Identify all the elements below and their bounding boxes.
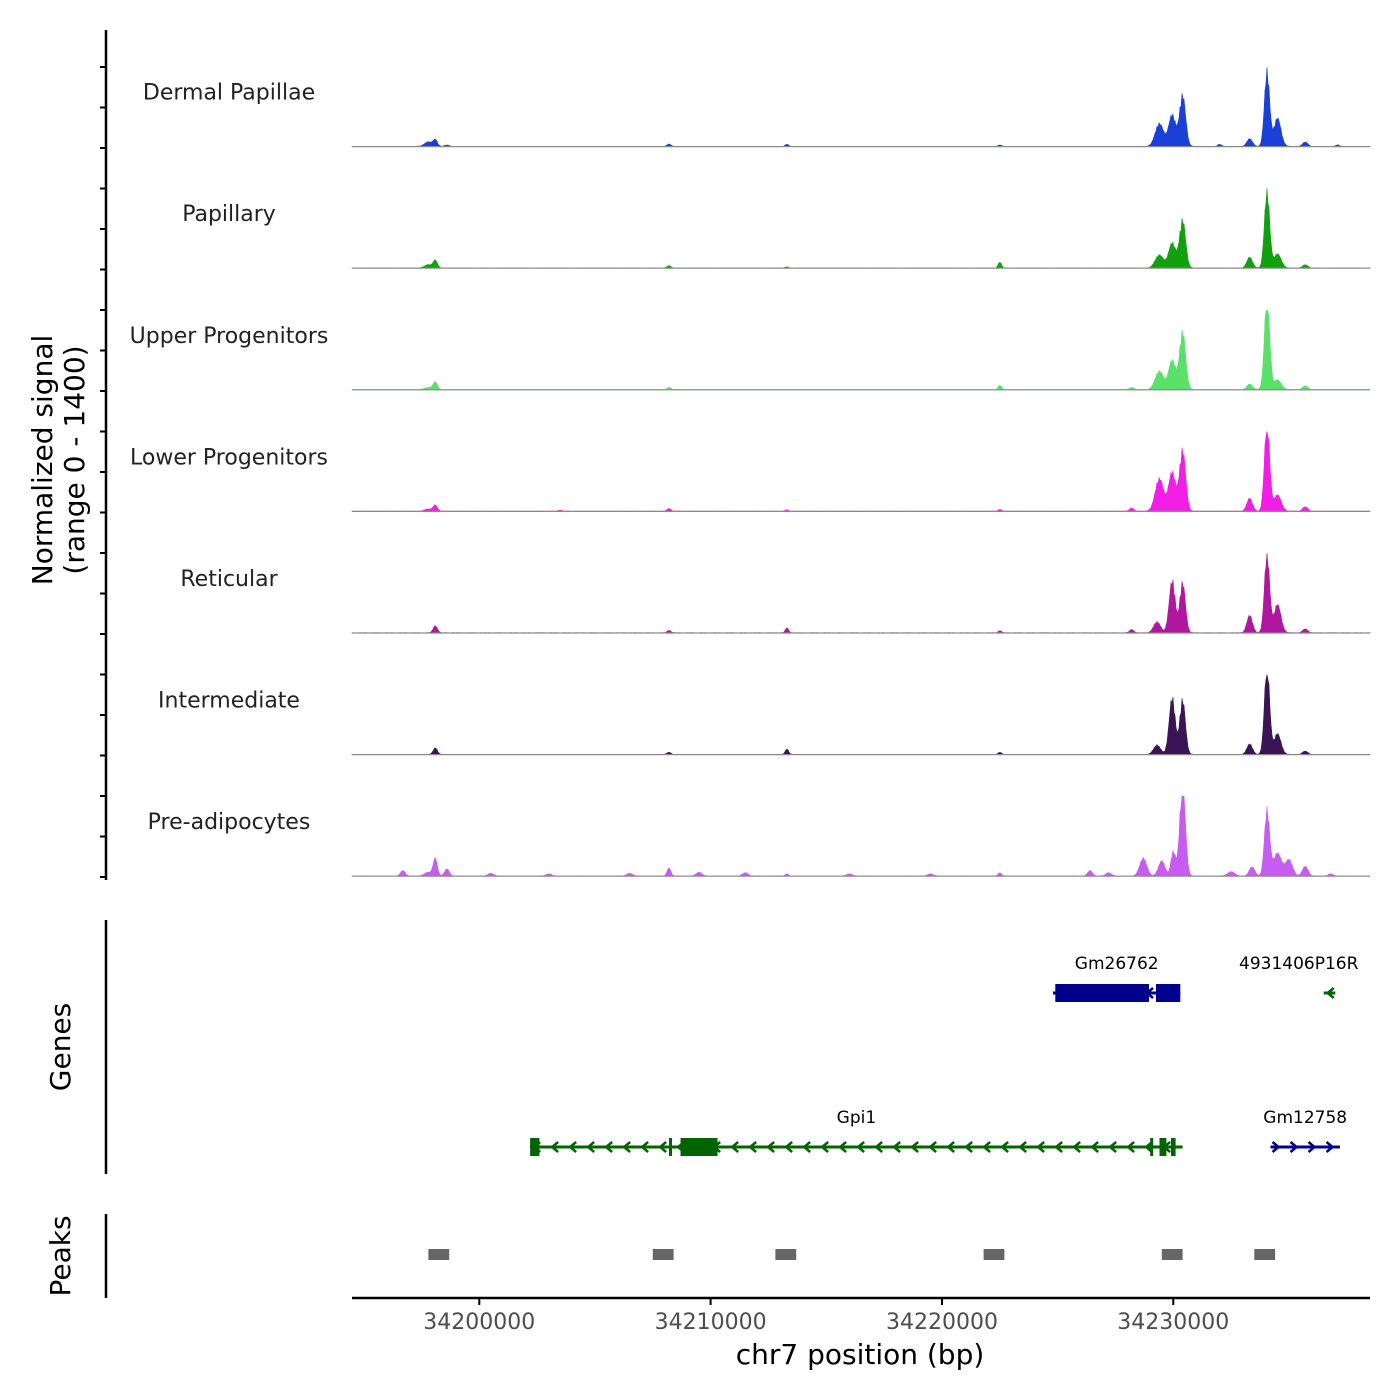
genes-track: Gm26762 4931406P16R Gpi1 Gm12758 — [530, 954, 1359, 1156]
gene-gpi1: Gpi1 — [530, 1108, 1183, 1156]
track-lower-progenitors: Lower Progenitors — [130, 431, 1371, 512]
exon — [1150, 1138, 1154, 1156]
coverage-area — [351, 188, 1371, 269]
coverage-area — [351, 795, 1371, 877]
track-label: Dermal Papillae — [143, 81, 315, 106]
strand-chevron — [838, 1141, 847, 1153]
gene-gm26762: Gm26762 — [1053, 954, 1181, 1002]
track-intermediate: Intermediate — [158, 674, 1371, 756]
exon — [1159, 1138, 1167, 1156]
exon — [530, 1138, 540, 1156]
exon — [669, 1138, 672, 1156]
y-axis-title-line2: (range 0 - 1400) — [58, 345, 91, 574]
strand-chevron — [658, 1141, 667, 1153]
strand-chevron — [748, 1141, 757, 1153]
strand-chevron — [1000, 1141, 1009, 1153]
strand-chevron — [1307, 1141, 1317, 1153]
track-label: Reticular — [180, 567, 278, 592]
x-tick-label: 34200000 — [423, 1310, 535, 1335]
peak-region — [983, 1249, 1005, 1260]
strand-chevron — [1325, 1141, 1335, 1153]
coverage-area — [351, 674, 1371, 755]
strand-chevron — [1325, 987, 1335, 999]
track-pre-adipocytes: Pre-adipocytes — [148, 795, 1371, 877]
y-axis-title-line1: Normalized signal — [26, 335, 59, 586]
coverage-area — [351, 552, 1371, 634]
gene-label: 4931406P16R — [1239, 954, 1359, 974]
strand-chevron — [982, 1141, 991, 1153]
strand-chevron — [604, 1141, 613, 1153]
strand-chevron — [802, 1141, 811, 1153]
strand-chevron — [1054, 1141, 1063, 1153]
x-axis-ticks: 34200000 34210000 34220000 34230000 — [423, 1298, 1229, 1335]
strand-chevron — [1072, 1141, 1081, 1153]
exon — [680, 1138, 718, 1156]
peak-region — [652, 1249, 674, 1260]
gene-label: Gpi1 — [837, 1108, 877, 1128]
strand-chevron — [586, 1141, 595, 1153]
genes-track-title: Genes — [44, 1003, 77, 1091]
strand-chevron — [928, 1141, 937, 1153]
strand-chevron — [1144, 1141, 1153, 1153]
coverage-area — [351, 431, 1371, 512]
track-reticular: Reticular — [180, 552, 1371, 634]
strand-chevron — [1289, 1141, 1299, 1153]
gene-label: Gm26762 — [1075, 954, 1159, 974]
track-label: Papillary — [182, 202, 276, 227]
strand-chevron — [730, 1141, 739, 1153]
strand-chevron — [784, 1141, 793, 1153]
track-label: Pre-adipocytes — [148, 810, 311, 835]
strand-chevron — [820, 1141, 829, 1153]
strand-chevron — [766, 1141, 775, 1153]
peak-region — [428, 1249, 450, 1260]
x-tick-label: 34230000 — [1117, 1310, 1229, 1335]
strand-chevron — [1018, 1141, 1027, 1153]
strand-chevron — [892, 1141, 901, 1153]
peaks-track — [428, 1249, 1276, 1260]
coverage-tracks: Dermal Papillae Papillary Upper Progenitor… — [130, 67, 1371, 877]
strand-chevron — [1271, 1141, 1281, 1153]
gene-label: Gm12758 — [1263, 1108, 1347, 1128]
strand-chevron — [550, 1141, 559, 1153]
exon — [1156, 984, 1181, 1002]
gene-4931406p16rik: 4931406P16R — [1239, 954, 1359, 999]
strand-chevron — [1126, 1141, 1135, 1153]
track-upper-progenitors: Upper Progenitors — [130, 309, 1371, 391]
peak-region — [775, 1249, 797, 1260]
coverage-area — [351, 67, 1371, 147]
strand-chevron — [568, 1141, 577, 1153]
track-dermal-papillae: Dermal Papillae — [143, 67, 1371, 148]
strand-chevron — [910, 1141, 919, 1153]
strand-chevron — [856, 1141, 865, 1153]
track-label: Upper Progenitors — [130, 324, 329, 349]
strand-chevron — [964, 1141, 973, 1153]
x-axis-title: chr7 position (bp) — [736, 1338, 985, 1371]
strand-chevron — [622, 1141, 631, 1153]
x-tick-label: 34220000 — [886, 1310, 998, 1335]
peak-region — [1161, 1249, 1183, 1260]
x-tick-label: 34210000 — [655, 1310, 767, 1335]
track-label: Intermediate — [158, 689, 300, 714]
strand-chevron — [1090, 1141, 1099, 1153]
exon — [1171, 1138, 1176, 1156]
peak-region — [1254, 1249, 1276, 1260]
peaks-track-title: Peaks — [44, 1215, 77, 1296]
track-papillary: Papillary — [182, 188, 1371, 269]
strand-chevron — [946, 1141, 955, 1153]
strand-chevron — [874, 1141, 883, 1153]
exon — [1055, 984, 1149, 1002]
strand-chevron — [640, 1141, 649, 1153]
gene-gm12758: Gm12758 — [1263, 1108, 1347, 1153]
strand-chevron — [1036, 1141, 1045, 1153]
track-label: Lower Progenitors — [130, 445, 328, 470]
coverage-area — [351, 309, 1371, 391]
signal-y-axis-ticks — [100, 66, 106, 878]
strand-chevron — [1108, 1141, 1117, 1153]
